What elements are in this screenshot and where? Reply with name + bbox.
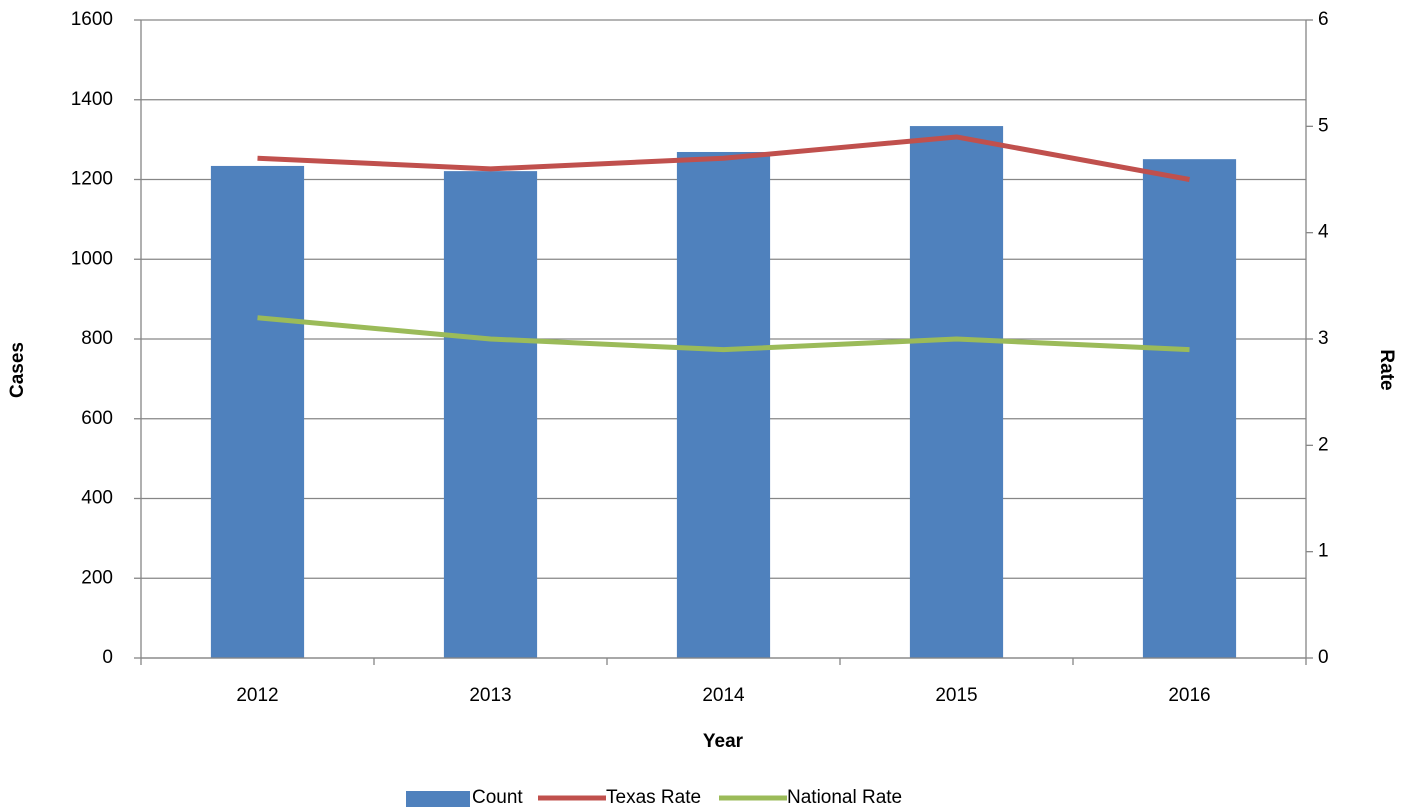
y-tick-label: 1600 [71,9,113,30]
y-tick-label: 200 [81,567,113,588]
y2-tick-label: 1 [1318,541,1329,562]
legend-label: Texas Rate [606,787,701,808]
y-tick-label: 600 [81,408,113,429]
x-tick-label: 2015 [935,685,977,706]
y-tick-label: 1400 [71,89,113,110]
y-tick-label: 400 [81,488,113,509]
legend-swatch [406,791,470,807]
y-tick-label: 0 [102,647,113,668]
bar [676,151,771,658]
y-tick-label: 1000 [71,248,113,269]
line-series [257,315,1190,353]
bar [1142,159,1237,658]
y2-tick-label: 6 [1318,9,1329,30]
x-tick-label: 2014 [702,685,745,706]
legend-label: National Rate [787,787,902,808]
x-tick-label: 2016 [1168,685,1210,706]
y2-tick-label: 0 [1318,647,1329,668]
x-axis-label: Year [703,731,744,752]
y2-tick-label: 5 [1318,115,1329,136]
bar [210,165,305,658]
y2-axis-label: Rate [1376,349,1397,390]
y2-tick-label: 2 [1318,434,1329,455]
y-tick-label: 800 [81,328,113,349]
y2-tick-label: 4 [1318,222,1329,243]
bar [909,126,1004,658]
line-series [257,134,1190,182]
y2-tick-label: 3 [1318,328,1329,349]
bar [443,171,538,658]
legend-label: Count [472,787,523,808]
y-axis-label: Cases [7,342,28,398]
y-tick-label: 1200 [71,169,113,190]
x-tick-label: 2012 [236,685,278,706]
x-tick-label: 2013 [469,685,511,706]
